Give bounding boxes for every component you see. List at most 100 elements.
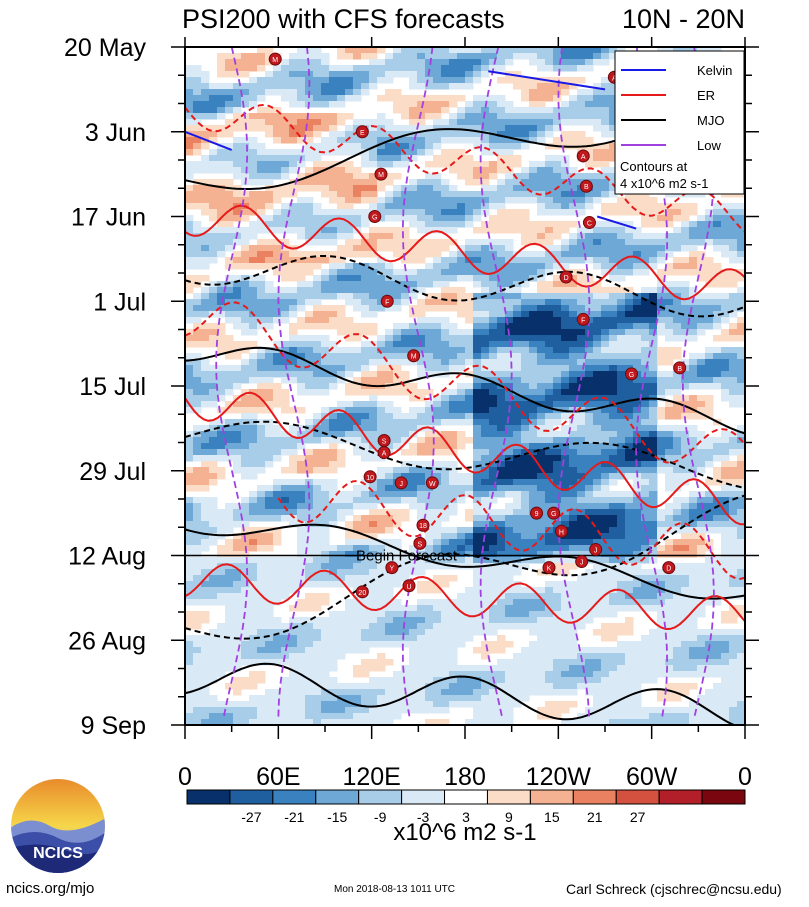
field-cell (537, 497, 546, 504)
field-cell (329, 551, 338, 558)
field-cell (601, 95, 610, 102)
field-cell (633, 341, 642, 348)
field-cell (721, 395, 730, 402)
field-cell (193, 125, 202, 132)
field-cell (441, 101, 450, 108)
field-cell (385, 557, 394, 564)
field-cell (369, 431, 378, 438)
field-cell (577, 47, 586, 54)
field-cell (737, 239, 745, 246)
field-cell (577, 443, 586, 450)
field-cell (449, 47, 458, 54)
field-cell (337, 557, 346, 564)
field-cell (393, 275, 402, 282)
field-cell (657, 311, 666, 318)
field-cell (497, 227, 506, 234)
field-cell (537, 299, 546, 306)
field-cell (329, 209, 338, 216)
field-cell (465, 479, 474, 486)
field-cell (641, 197, 650, 204)
field-cell (417, 101, 426, 108)
field-cell (369, 347, 378, 354)
field-cell (505, 311, 514, 318)
field-cell (609, 245, 618, 252)
field-cell (593, 113, 602, 120)
field-cell (321, 485, 330, 492)
field-cell (577, 95, 586, 102)
field-cell (249, 503, 258, 510)
field-cell (377, 149, 386, 156)
field-cell (393, 89, 402, 96)
field-cell (225, 431, 234, 438)
field-cell (577, 473, 586, 480)
field-cell (641, 329, 650, 336)
field-cell (361, 293, 370, 300)
field-cell (329, 479, 338, 486)
field-cell (329, 275, 338, 282)
field-cell (297, 425, 306, 432)
field-cell (225, 227, 234, 234)
field-cell (297, 353, 306, 360)
field-cell (441, 407, 450, 414)
field-cell (481, 317, 490, 324)
field-cell (265, 533, 274, 540)
field-cell (737, 395, 745, 402)
field-cell (201, 95, 210, 102)
field-cell (193, 83, 202, 90)
field-cell (337, 311, 346, 318)
field-cell (633, 551, 642, 558)
field-cell (689, 437, 698, 444)
field-cell (705, 47, 714, 54)
field-cell (641, 215, 650, 222)
field-cell (473, 245, 482, 252)
field-cell (601, 101, 610, 108)
field-cell (521, 491, 530, 498)
field-cell (585, 539, 594, 546)
field-cell (617, 233, 626, 240)
field-cell (233, 53, 242, 60)
field-cell (457, 497, 466, 504)
field-cell (425, 467, 434, 474)
field-cell (321, 455, 330, 462)
field-cell (537, 119, 546, 126)
field-cell (513, 71, 522, 78)
field-cell (537, 341, 546, 348)
field-cell (297, 467, 306, 474)
field-cell (409, 389, 418, 396)
field-cell (281, 407, 290, 414)
field-cell (305, 551, 314, 558)
field-cell (393, 389, 402, 396)
field-cell (249, 221, 258, 228)
field-cell (649, 323, 658, 330)
field-cell (305, 233, 314, 240)
field-cell (513, 317, 522, 324)
field-cell (545, 119, 554, 126)
field-cell (433, 413, 442, 420)
field-cell (569, 371, 578, 378)
field-cell (489, 137, 498, 144)
field-cell (609, 395, 618, 402)
field-cell (441, 395, 450, 402)
field-cell (337, 173, 346, 180)
field-cell (697, 551, 706, 558)
field-cell (537, 515, 546, 522)
field-cell (649, 515, 658, 522)
field-cell (225, 215, 234, 222)
field-cell (625, 245, 634, 252)
field-cell (625, 341, 634, 348)
field-cell (673, 263, 682, 270)
field-cell (249, 515, 258, 522)
field-cell (281, 515, 290, 522)
field-cell (385, 425, 394, 432)
field-cell (577, 209, 586, 216)
field-cell (313, 311, 322, 318)
field-cell (393, 299, 402, 306)
field-cell (641, 287, 650, 294)
field-cell (529, 521, 538, 528)
field-cell (473, 329, 482, 336)
field-cell (609, 155, 618, 162)
field-cell (337, 551, 346, 558)
field-cell (521, 479, 530, 486)
field-cell (393, 191, 402, 198)
field-cell (385, 335, 394, 342)
